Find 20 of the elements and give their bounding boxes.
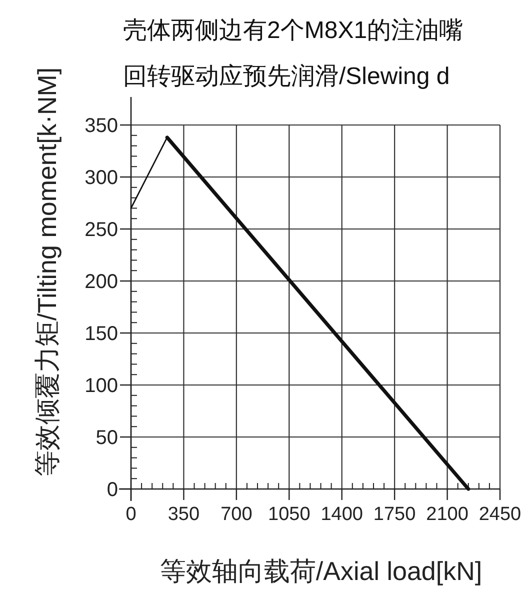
- y-tick-label: 250: [84, 219, 118, 241]
- y-tick-label: 150: [84, 323, 118, 345]
- x-axis-title: 等效轴向载荷/Axial load[kN]: [160, 556, 482, 586]
- x-tick-label: 2100: [426, 504, 468, 525]
- y-tick-label: 100: [84, 375, 118, 397]
- y-tick-label: 0: [106, 479, 118, 501]
- y-tick-label: 350: [84, 115, 118, 137]
- chart-title: 壳体两侧边有2个M8X1的注油嘴: [123, 17, 464, 44]
- y-tick-label: 200: [84, 271, 118, 293]
- chart-subtitle: 回转驱动应预先润滑/Slewing d: [123, 63, 450, 90]
- x-tick-label: 700: [220, 504, 252, 525]
- y-tick-label: 50: [96, 427, 118, 449]
- x-tick-label: 0: [126, 504, 136, 525]
- x-tick-label: 1750: [373, 504, 416, 525]
- y-tick-label: 300: [84, 167, 118, 189]
- x-tick-label: 1400: [320, 504, 363, 525]
- x-tick-label: 350: [168, 504, 200, 525]
- x-tick-label: 1050: [268, 504, 310, 525]
- y-axis-title: 等效倾覆力矩/Tilting moment[k·NM]: [32, 67, 62, 477]
- x-tick-label: 2450: [478, 504, 522, 525]
